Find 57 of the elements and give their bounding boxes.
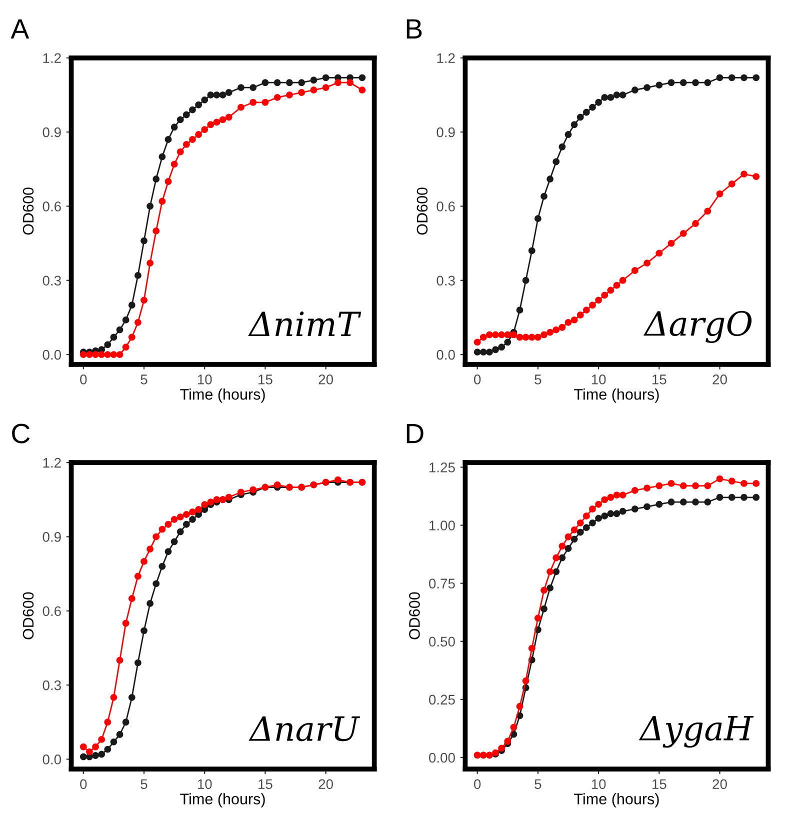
y-tick-label: 0.75 (429, 578, 455, 588)
y-axis-title: OD600 (409, 592, 420, 640)
y-tick-label: 0.0 (42, 754, 62, 764)
x-tick-label: 20 (318, 374, 334, 384)
x-axis-title: Time (hours) (180, 793, 265, 808)
x-tick-label: 5 (534, 779, 542, 790)
x-tick-label: 10 (198, 779, 212, 790)
y-tick-label: 0.3 (42, 680, 61, 690)
y-axis-title: OD600 (22, 188, 34, 235)
y-tick-label: 1.25 (430, 462, 455, 472)
y-tick-label: 0.9 (42, 532, 61, 542)
x-axis-title: Time (hours) (180, 388, 265, 403)
x-tick-label: 0 (80, 374, 87, 384)
y-tick-label: 0.6 (42, 202, 61, 212)
chart-title: A (10, 19, 30, 38)
y-tick-label: 0.9 (436, 127, 455, 138)
y-tick-label: 1.2 (43, 53, 61, 63)
annotation: ΔnimT (248, 312, 362, 336)
y-tick-label: 0.6 (42, 606, 61, 616)
x-tick-label: 10 (592, 374, 606, 384)
x-tick-label: 10 (592, 779, 606, 790)
x-tick-label: 20 (712, 374, 727, 384)
x-tick-label: 15 (652, 779, 666, 790)
x-tick-label: 0 (474, 374, 481, 384)
x-tick-label: 20 (712, 779, 727, 790)
y-tick-label: 0.0 (436, 350, 455, 360)
x-tick-label: 5 (534, 374, 542, 384)
y-axis-title: OD600 (416, 188, 428, 235)
chart-title: D (406, 424, 424, 444)
x-tick-label: 5 (140, 779, 148, 790)
x-axis-title: Time (hours) (574, 388, 659, 403)
x-tick-label: 15 (258, 374, 272, 384)
chart-title: B (406, 19, 422, 38)
y-tick-label: 0.0 (42, 350, 62, 360)
annotation: ΔargO (643, 310, 752, 343)
y-tick-label: 0.3 (42, 276, 61, 286)
x-tick-label: 20 (318, 779, 334, 790)
x-axis-title: Time (hours) (574, 793, 659, 808)
x-tick-label: 15 (652, 374, 666, 384)
annotation: ΔnarU (248, 716, 360, 742)
x-tick-label: 15 (258, 779, 272, 790)
x-tick-label: 5 (140, 374, 148, 384)
x-tick-label: 0 (474, 779, 481, 790)
y-tick-label: 1.00 (430, 520, 455, 530)
y-tick-label: 1.2 (43, 458, 61, 468)
y-tick-label: 0.9 (42, 127, 61, 138)
y-tick-label: 0.00 (429, 752, 455, 763)
y-axis-title: OD600 (22, 592, 34, 640)
x-tick-label: 10 (198, 374, 212, 384)
annotation: ΔygaH (638, 716, 754, 748)
y-tick-label: 1.2 (437, 53, 455, 63)
chart-title: C (12, 424, 30, 444)
y-tick-label: 0.3 (436, 276, 455, 286)
y-tick-label: 0.25 (429, 694, 455, 705)
y-tick-label: 0.6 (436, 202, 455, 212)
x-tick-label: 0 (80, 779, 87, 790)
y-tick-label: 0.50 (429, 636, 455, 647)
